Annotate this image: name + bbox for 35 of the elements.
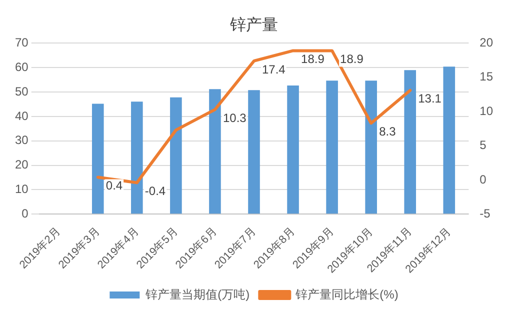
bar	[170, 97, 182, 214]
data-label: 0.4	[106, 178, 123, 193]
bar	[326, 80, 338, 214]
y2-tick-label: -5	[480, 206, 491, 220]
y2-tick-label: 0	[480, 172, 487, 186]
y-tick-label: 70	[14, 36, 29, 50]
bar	[248, 90, 260, 214]
chart-title: 锌产量	[229, 16, 278, 34]
bar	[365, 80, 377, 214]
bar	[443, 66, 456, 214]
bar	[131, 102, 143, 214]
y2-tick-label: 15	[480, 70, 494, 84]
data-label: 17.4	[262, 62, 286, 76]
data-label: 8.3	[379, 124, 396, 139]
data-label: 18.9	[301, 52, 325, 66]
bar	[92, 104, 104, 214]
data-label: 10.3	[222, 110, 247, 125]
y2-tick-label: 20	[480, 36, 494, 50]
y-tick-label: 0	[22, 206, 29, 220]
bar	[209, 89, 221, 214]
y2-tick-label: 5	[480, 138, 487, 152]
y2-tick-label: 10	[480, 104, 494, 118]
y-tick-label: 10	[14, 182, 29, 196]
legend-label: 锌产量同比增长(%)	[294, 287, 398, 302]
data-label: 13.1	[418, 92, 442, 106]
y-tick-label: 50	[14, 84, 29, 98]
y-tick-label: 30	[14, 133, 29, 148]
data-label: -0.4	[144, 184, 166, 198]
bar	[404, 70, 416, 214]
bar	[287, 85, 299, 214]
data-label: 18.9	[340, 52, 364, 66]
y-tick-label: 20	[14, 158, 29, 172]
y-tick-label: 60	[14, 60, 29, 74]
legend-label: 锌产量当期值(万吨)	[144, 287, 250, 302]
y-tick-label: 40	[14, 108, 29, 123]
